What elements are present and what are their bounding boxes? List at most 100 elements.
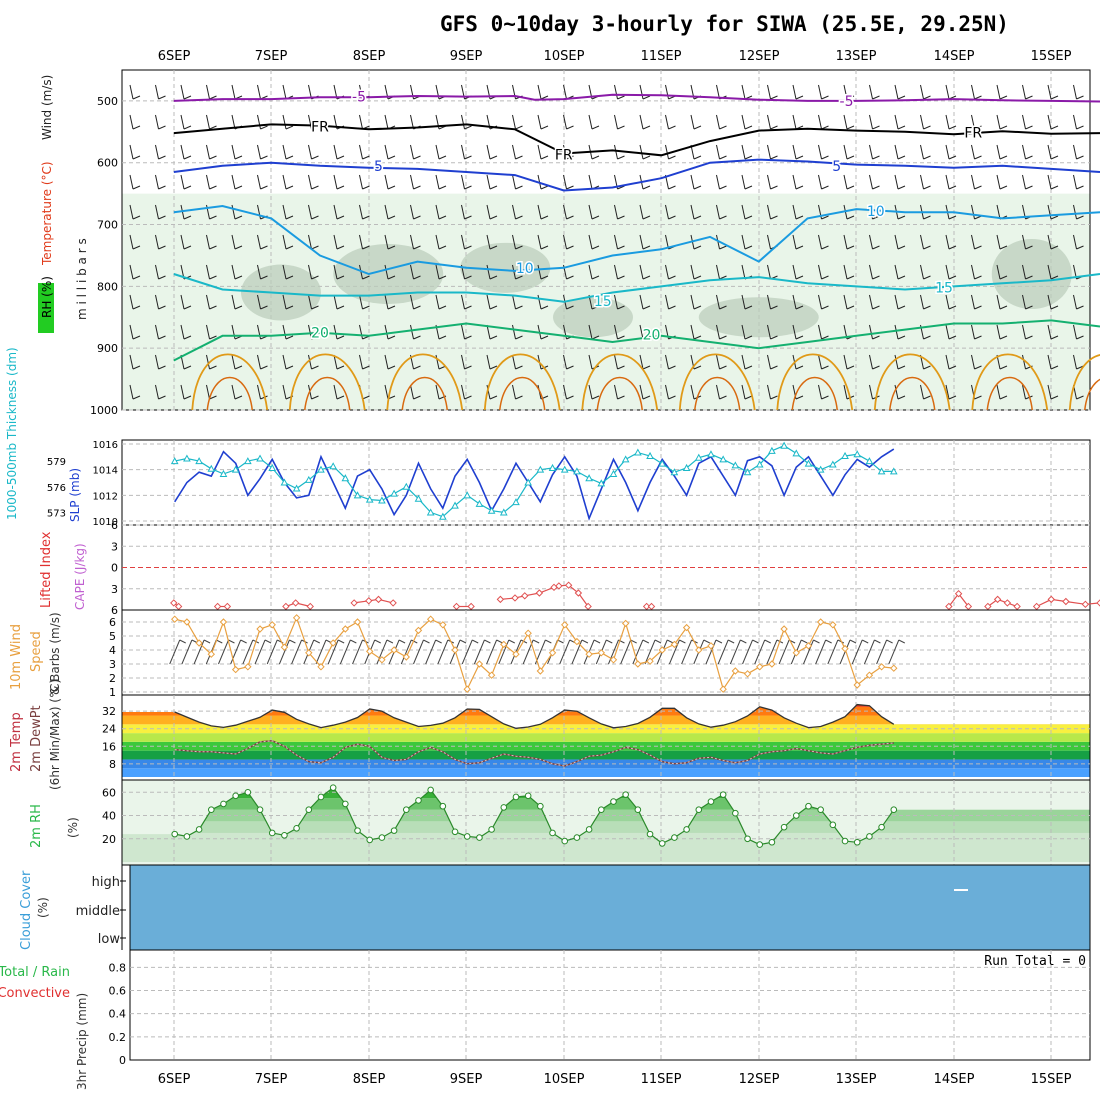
isotherm-label: FR	[555, 148, 573, 164]
warm-isotherm-loop	[776, 353, 854, 411]
wind-speed-marker	[231, 665, 240, 674]
rh-marker	[415, 797, 422, 804]
lifted-index-marker	[1096, 599, 1100, 607]
thickness-marker	[402, 482, 411, 490]
thickness-marker	[573, 467, 581, 475]
rh-marker	[549, 829, 556, 837]
wind-speed-marker	[487, 671, 496, 679]
thickness-marker	[548, 463, 557, 471]
pressure-tick: 1000	[90, 404, 118, 417]
wind-tick: 3	[109, 658, 116, 671]
wind-speed-marker	[244, 663, 252, 671]
wind-speed-marker	[439, 621, 447, 629]
rh-marker	[561, 837, 569, 845]
thickness-marker	[390, 489, 398, 497]
wind10m-frame	[121, 609, 1091, 696]
wind-speed-marker	[841, 644, 849, 653]
thickness-marker	[707, 450, 715, 458]
rh-marker	[719, 791, 727, 798]
wind-speed-marker	[816, 618, 825, 626]
thickness-marker	[792, 449, 801, 457]
wind-speed-marker	[646, 657, 654, 665]
thickness-marker	[207, 464, 216, 472]
top-day-label: 7SEP	[255, 49, 288, 64]
lifted-index-axis-label: Lifted Index	[39, 531, 54, 608]
top-day-label: 13SEP	[836, 49, 877, 64]
pressure-tick: 800	[97, 280, 118, 293]
thickness-marker	[183, 454, 191, 462]
lifted-index-marker	[389, 599, 397, 607]
rh-marker	[671, 834, 678, 841]
rh-marker	[573, 834, 581, 841]
lifted-index-marker	[945, 602, 953, 611]
wind-speed-marker	[695, 646, 703, 654]
rh-blob	[333, 244, 444, 304]
wind-speed-marker	[256, 625, 264, 633]
rh-marker	[768, 838, 776, 846]
temp-tick: 16	[102, 740, 116, 753]
wind-speed-marker	[609, 656, 618, 664]
bottom-day-label: 9SEP	[450, 1072, 483, 1087]
warm-isotherm-loop	[581, 353, 659, 411]
rh-marker	[695, 806, 703, 814]
wind-speed-marker	[207, 650, 215, 658]
isotherm-label: 15	[594, 294, 612, 310]
thickness-marker	[463, 491, 472, 499]
wind10m-label-3: & Barbs (m/s)	[48, 612, 62, 695]
thickness-marker	[439, 512, 447, 520]
lifted-index-marker	[365, 597, 373, 605]
wind10m-label-1: 10m Wind	[9, 624, 24, 690]
thickness-marker	[451, 501, 459, 509]
rh-marker	[463, 833, 471, 840]
cloud-label-2: (%)	[36, 897, 50, 918]
rh2m-label-2: (%)	[66, 817, 80, 838]
rh-tick: 40	[102, 810, 116, 823]
thickness-marker	[597, 479, 606, 487]
top-day-label: 12SEP	[739, 49, 780, 64]
isotherm-label: 10	[867, 204, 885, 220]
rh-marker	[366, 836, 374, 844]
wind-tick: 2	[109, 672, 116, 685]
rh-marker	[427, 786, 434, 794]
rh-marker	[756, 841, 764, 848]
wind-speed-marker	[219, 618, 228, 626]
lifted-index-marker	[1062, 597, 1070, 606]
rh-marker	[268, 829, 276, 837]
rh-marker	[707, 798, 715, 805]
rh-marker	[622, 791, 629, 798]
stability-tick: 3	[111, 540, 118, 553]
isotherm-label: -5	[840, 94, 854, 110]
rh-blob	[991, 239, 1072, 309]
wind-speed-marker	[475, 660, 484, 668]
rh-marker	[171, 830, 179, 838]
warm-isotherm-loop	[304, 376, 351, 411]
temp2m-label-3: (6hr Min/Max) (°C)	[48, 679, 62, 790]
wind-speed-marker	[877, 663, 886, 671]
temperature-line	[174, 703, 895, 729]
lifted-index-marker	[521, 592, 529, 600]
pressure-axis-label: m i l l i b a r s	[75, 238, 89, 320]
thickness-marker	[499, 508, 508, 516]
thickness-marker	[170, 457, 179, 465]
rh-marker	[610, 798, 617, 805]
rh-marker	[390, 827, 398, 834]
warm-isotherm-loop	[1068, 354, 1100, 411]
bottom-day-label: 8SEP	[353, 1072, 386, 1087]
precip-tick: 0.2	[109, 1031, 127, 1044]
rh-marker	[646, 830, 654, 838]
lifted-index-marker	[511, 594, 519, 602]
wind-speed-marker	[451, 646, 459, 654]
rh-legend-swatch	[38, 283, 54, 333]
rh-marker	[488, 826, 495, 833]
slp-tick: 1014	[93, 466, 118, 477]
rh-marker	[853, 838, 861, 846]
thickness-marker	[268, 463, 277, 471]
lifted-index-marker	[993, 595, 1002, 604]
wind-speed-marker	[463, 685, 471, 693]
rh-marker	[683, 826, 690, 833]
rh-marker	[354, 827, 361, 834]
cloud-level-label: high	[92, 875, 120, 890]
lifted-index-marker	[452, 602, 461, 611]
wind-speed-marker	[414, 626, 423, 635]
rh-marker	[281, 831, 288, 839]
